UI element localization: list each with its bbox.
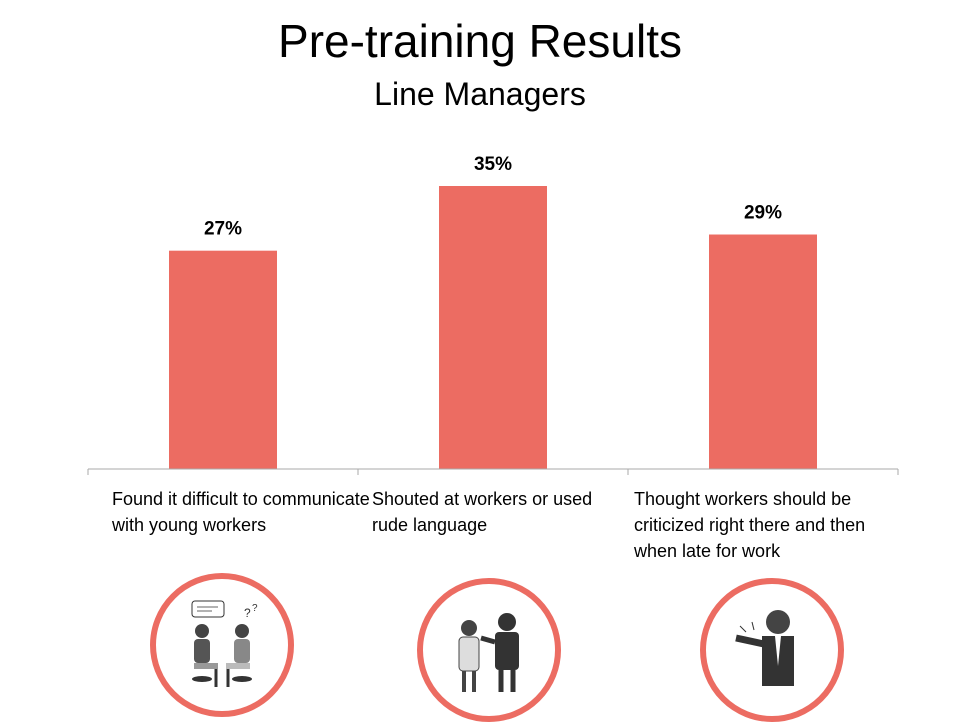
chart-title: Pre-training Results [278,15,682,67]
svg-text:?: ? [252,603,258,614]
category-label-2: Shouted at workers or used rude language [372,489,593,535]
category-label-1: Found it difficult to communicate with y… [112,489,370,535]
data-label-1: 27% [204,219,242,240]
data-label-3: 29% [744,203,782,224]
bar-3 [709,234,817,469]
category-label-3: Thought workers should be criticized rig… [634,489,866,561]
manager-shouting-at-worker-icon [417,578,561,722]
chart-subtitle: Line Managers [374,76,586,112]
angry-manager-pointing-icon [700,578,844,722]
bar-1 [169,250,277,469]
two-people-talking-confused-icon: ?? [150,573,294,717]
bar-2 [439,186,547,469]
data-label-2: 35% [474,154,512,175]
svg-text:?: ? [244,606,251,620]
